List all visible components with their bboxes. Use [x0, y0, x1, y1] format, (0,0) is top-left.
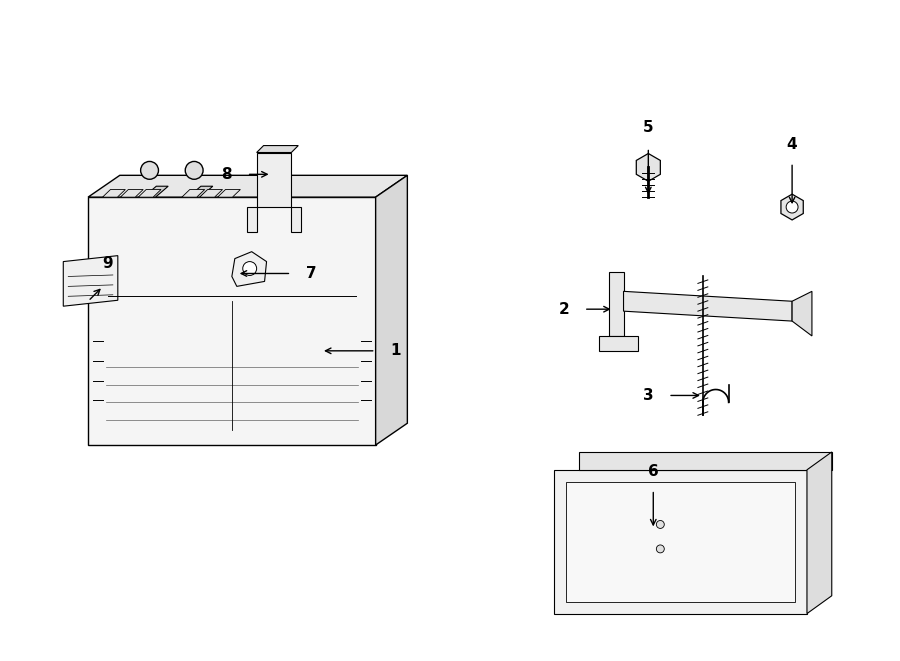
Polygon shape	[781, 194, 804, 220]
Polygon shape	[375, 175, 408, 445]
Polygon shape	[292, 207, 302, 232]
Polygon shape	[103, 190, 125, 197]
Text: 3: 3	[643, 388, 653, 403]
Text: 6: 6	[648, 464, 659, 479]
Polygon shape	[188, 186, 212, 197]
Circle shape	[656, 520, 664, 528]
Polygon shape	[218, 190, 240, 197]
Polygon shape	[608, 272, 624, 336]
Polygon shape	[566, 482, 795, 602]
Circle shape	[185, 161, 203, 179]
Polygon shape	[598, 336, 638, 351]
Polygon shape	[807, 452, 832, 613]
Polygon shape	[232, 252, 266, 286]
Polygon shape	[200, 190, 222, 197]
Polygon shape	[139, 190, 161, 197]
Text: 2: 2	[559, 301, 570, 317]
Polygon shape	[121, 190, 143, 197]
Polygon shape	[256, 153, 292, 207]
Polygon shape	[182, 190, 204, 197]
Text: 4: 4	[787, 137, 797, 152]
Polygon shape	[88, 175, 408, 197]
Polygon shape	[554, 470, 807, 613]
Text: 9: 9	[103, 256, 113, 271]
Polygon shape	[144, 186, 168, 197]
Text: 8: 8	[221, 167, 232, 182]
Text: 1: 1	[391, 343, 401, 358]
Circle shape	[140, 161, 158, 179]
Circle shape	[243, 262, 256, 276]
Circle shape	[656, 545, 664, 553]
Polygon shape	[247, 207, 256, 232]
Polygon shape	[624, 292, 792, 321]
Polygon shape	[579, 452, 832, 470]
Polygon shape	[792, 292, 812, 336]
Text: 7: 7	[306, 266, 317, 281]
Text: 5: 5	[643, 120, 653, 136]
Polygon shape	[88, 197, 375, 445]
Polygon shape	[636, 153, 661, 181]
Polygon shape	[63, 256, 118, 306]
Polygon shape	[256, 145, 298, 153]
Circle shape	[787, 201, 798, 213]
